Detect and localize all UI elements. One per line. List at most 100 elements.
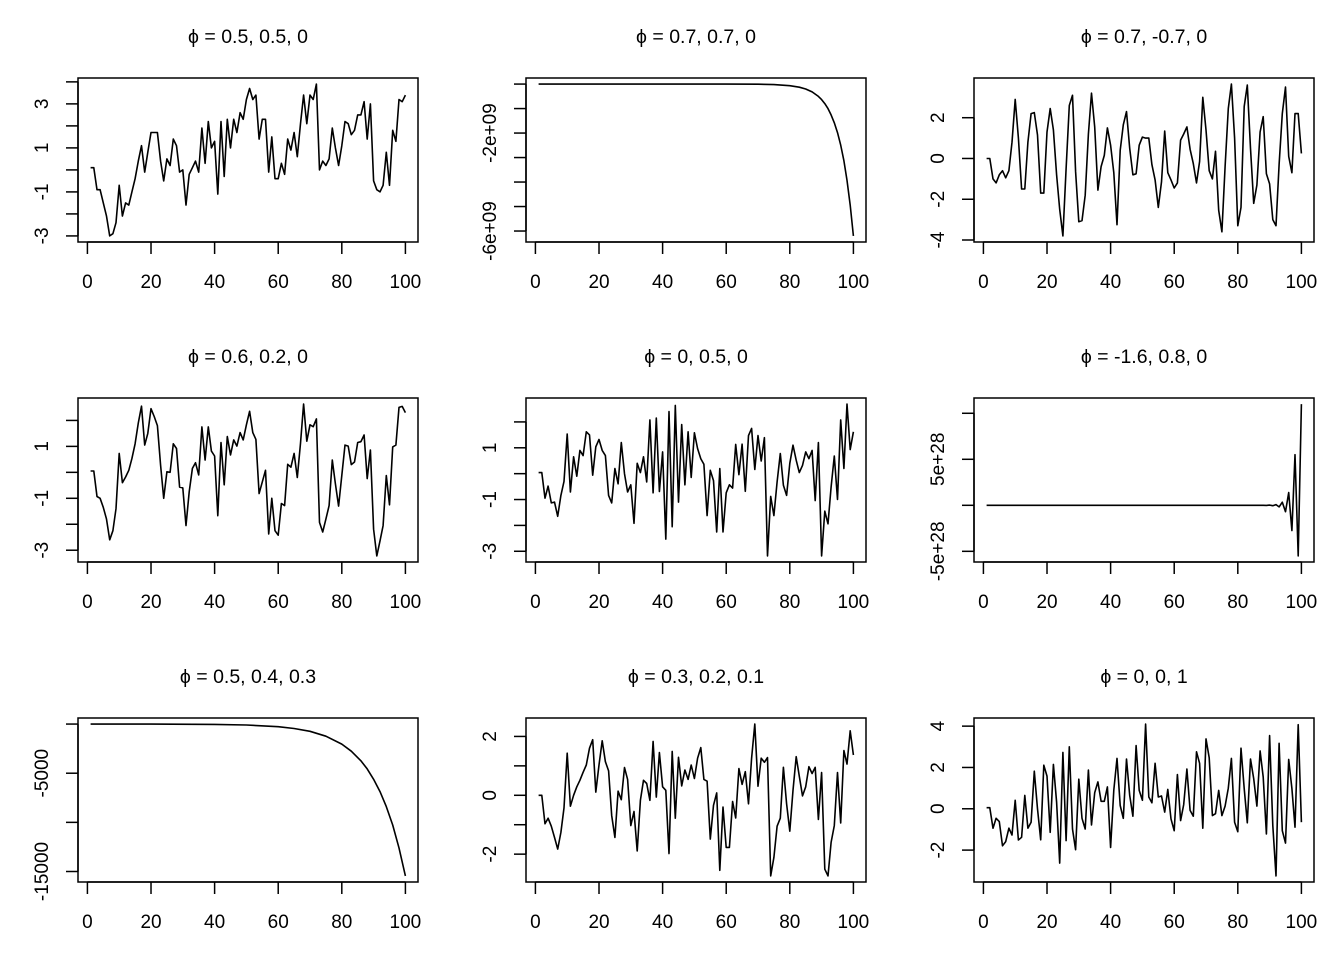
panel-9-y-tick-label: 2 xyxy=(928,762,949,773)
panel-3-x-tick-label: 60 xyxy=(1164,272,1185,293)
panel-9-series-line xyxy=(986,723,1303,877)
panel-4-x-tick-label: 60 xyxy=(268,592,289,613)
panel-1-title: ϕ = 0.5, 0.5, 0 xyxy=(188,26,308,48)
panel-9-y-tick-label: 0 xyxy=(928,803,949,814)
panel-2-series-line xyxy=(538,83,855,236)
panel-9-x-tick-label: 40 xyxy=(1100,912,1121,933)
panel-7-x-tick-label: 0 xyxy=(82,912,93,933)
panel-2-x-tick-label: 80 xyxy=(779,272,800,293)
panel-6-x-tick-label: 80 xyxy=(1227,592,1248,613)
panel-1-x-tick-label: 100 xyxy=(390,272,422,293)
panel-7-y-tick-label: -15000 xyxy=(32,842,53,901)
panel-9-x-tick-label: 0 xyxy=(978,912,989,933)
panel-8-x-tick-label: 0 xyxy=(530,912,541,933)
panel-1-y-tick-label: 1 xyxy=(32,143,53,154)
panel-2-x-tick-label: 40 xyxy=(652,272,673,293)
panel-2-title: ϕ = 0.7, 0.7, 0 xyxy=(636,26,756,48)
panel-3-y-tick-label: 2 xyxy=(928,112,949,123)
panel-8-x-tick-label: 20 xyxy=(588,912,609,933)
panel-8-y-tick-label: 2 xyxy=(480,731,501,742)
panel-4-x-tick-label: 80 xyxy=(331,592,352,613)
panel-2-x-tick-label: 100 xyxy=(838,272,870,293)
panel-9-x-tick-label: 80 xyxy=(1227,912,1248,933)
panel-6-x-tick-label: 20 xyxy=(1036,592,1057,613)
panel-9-x-tick-label: 100 xyxy=(1286,912,1318,933)
panel-6-x-tick-label: 0 xyxy=(978,592,989,613)
panel-3-plot-box xyxy=(973,77,1315,243)
panel-5-x-tick-label: 100 xyxy=(838,592,870,613)
panel-5-y-tick-label: -3 xyxy=(480,543,501,560)
panel-8-series-line xyxy=(538,723,855,877)
panel-5-x-tick-label: 40 xyxy=(652,592,673,613)
panel-7-series-line xyxy=(90,723,407,877)
panel-5-x-tick-label: 60 xyxy=(716,592,737,613)
panel-6-x-tick-label: 40 xyxy=(1100,592,1121,613)
panel-8-plot-box xyxy=(525,717,867,883)
panel-4-x-tick-label: 100 xyxy=(390,592,422,613)
panel-5-x-tick-label: 20 xyxy=(588,592,609,613)
panel-4-x-tick-label: 40 xyxy=(204,592,225,613)
panel-7-title: ϕ = 0.5, 0.4, 0.3 xyxy=(179,666,317,688)
panel-4-x-tick-label: 20 xyxy=(140,592,161,613)
panel-6-x-tick-label: 100 xyxy=(1286,592,1318,613)
panel-5-y-tick-label: 1 xyxy=(480,443,501,454)
panel-3-series-line xyxy=(986,83,1303,237)
panel-1-y-tick-label: 3 xyxy=(32,99,53,110)
panel-8-title: ϕ = 0.3, 0.2, 0.1 xyxy=(627,666,765,688)
panel-4-series-line xyxy=(90,403,407,557)
panel-6-y-tick-label: -5e+28 xyxy=(928,521,949,581)
panel-2-y-tick-label: -6e+09 xyxy=(480,201,501,261)
panel-8-x-tick-label: 100 xyxy=(838,912,870,933)
panel-1-x-tick-label: 80 xyxy=(331,272,352,293)
panel-4-plot-box xyxy=(77,397,419,563)
panel-5-y-tick-label: -1 xyxy=(480,491,501,508)
panel-2-plot-box xyxy=(525,77,867,243)
panel-8-x-tick-label: 80 xyxy=(779,912,800,933)
panel-7-y-tick-label: -5000 xyxy=(32,749,53,798)
panel-4-title: ϕ = 0.6, 0.2, 0 xyxy=(188,346,308,368)
panel-3-title: ϕ = 0.7, -0.7, 0 xyxy=(1080,26,1208,48)
panel-3-y-tick-label: -4 xyxy=(928,231,949,248)
panel-3-y-tick-label: 0 xyxy=(928,153,949,164)
panel-7-x-tick-label: 80 xyxy=(331,912,352,933)
panel-5-title: ϕ = 0, 0.5, 0 xyxy=(644,346,748,368)
panel-3-x-tick-label: 80 xyxy=(1227,272,1248,293)
panel-9-x-tick-label: 60 xyxy=(1164,912,1185,933)
panel-7-x-tick-label: 60 xyxy=(268,912,289,933)
panel-6-y-tick-label: 5e+28 xyxy=(928,433,949,486)
panel-7-x-tick-label: 100 xyxy=(390,912,422,933)
panel-2-x-tick-label: 0 xyxy=(530,272,541,293)
panel-4-x-tick-label: 0 xyxy=(82,592,93,613)
panel-1-x-tick-label: 60 xyxy=(268,272,289,293)
panel-8-x-tick-label: 60 xyxy=(716,912,737,933)
panel-3-x-tick-label: 0 xyxy=(978,272,989,293)
panel-1-x-tick-label: 20 xyxy=(140,272,161,293)
panel-1-y-tick-label: -1 xyxy=(32,183,53,200)
panel-5-plot-box xyxy=(525,397,867,563)
panel-3-x-tick-label: 40 xyxy=(1100,272,1121,293)
panel-4-y-tick-label: 1 xyxy=(32,441,53,452)
panel-1-plot-box xyxy=(77,77,419,243)
panel-7-plot-box xyxy=(77,717,419,883)
panel-7-x-tick-label: 20 xyxy=(140,912,161,933)
panel-9-title: ϕ = 0, 0, 1 xyxy=(1100,666,1188,688)
panel-7-x-tick-label: 40 xyxy=(204,912,225,933)
panel-6-series-line xyxy=(986,404,1303,557)
panel-3-x-tick-label: 100 xyxy=(1286,272,1318,293)
panel-6-title: ϕ = -1.6, 0.8, 0 xyxy=(1080,346,1208,368)
panel-5-x-tick-label: 0 xyxy=(530,592,541,613)
panel-4-y-tick-label: -1 xyxy=(32,490,53,507)
panel-2-x-tick-label: 20 xyxy=(588,272,609,293)
panel-8-x-tick-label: 40 xyxy=(652,912,673,933)
panel-5-x-tick-label: 80 xyxy=(779,592,800,613)
panel-5-series-line xyxy=(538,403,855,557)
panel-3-y-tick-label: -2 xyxy=(928,191,949,208)
panel-9-x-tick-label: 20 xyxy=(1036,912,1057,933)
panel-4-y-tick-label: -3 xyxy=(32,542,53,559)
panel-8-y-tick-label: -2 xyxy=(480,846,501,863)
panel-1-x-tick-label: 0 xyxy=(82,272,93,293)
panel-9-y-tick-label: 4 xyxy=(928,720,949,731)
panel-2-x-tick-label: 60 xyxy=(716,272,737,293)
panel-6-x-tick-label: 60 xyxy=(1164,592,1185,613)
